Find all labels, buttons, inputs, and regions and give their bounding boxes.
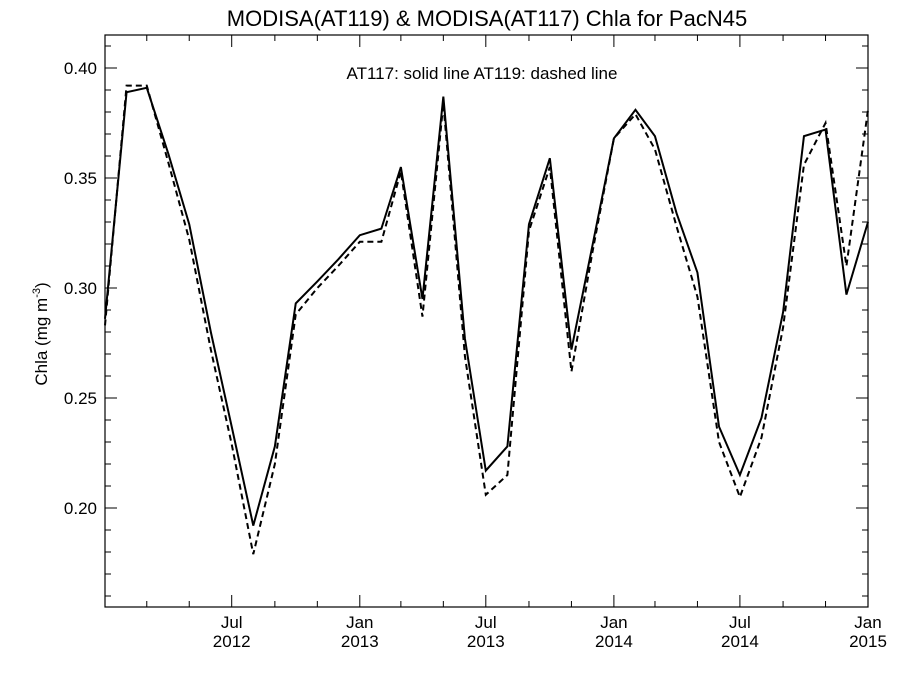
axis-ticks <box>105 35 868 607</box>
series-line-at119 <box>104 84 869 555</box>
y-tick-label: 0.25 <box>64 389 97 408</box>
svg-text:Chla (mg m-3): Chla (mg m-3) <box>31 282 51 385</box>
y-tick-label: 0.35 <box>64 169 97 188</box>
x-tick-label-month: Jul <box>221 613 243 632</box>
x-tick-label-month: Jan <box>854 613 881 632</box>
plot-series <box>104 84 869 555</box>
y-axis-label-superscript: -3 <box>31 288 43 298</box>
y-axis-label-end: ) <box>32 282 51 288</box>
x-tick-label-month: Jan <box>600 613 627 632</box>
series-annotation: AT117: solid line AT119: dashed line <box>347 64 618 83</box>
x-tick-label-month: Jul <box>729 613 751 632</box>
y-axis-label: Chla (mg m-3) <box>31 282 51 385</box>
y-tick-label: 0.40 <box>64 59 97 78</box>
series-line-at117 <box>104 86 869 526</box>
plot-frame <box>104 34 869 608</box>
chart-title: MODISA(AT119) & MODISA(AT117) Chla for P… <box>227 6 747 31</box>
x-tick-label-year: 2013 <box>341 632 379 651</box>
x-tick-label-year: 2012 <box>213 632 251 651</box>
x-tick-label-year: 2014 <box>721 632 759 651</box>
y-tick-label: 0.20 <box>64 499 97 518</box>
y-axis-label-main: Chla (mg m <box>32 298 51 386</box>
axis-tick-labels: 0.200.250.300.350.40Jul2012Jan2013Jul201… <box>64 59 887 651</box>
plot-axes <box>104 34 869 608</box>
x-tick-label-year: 2013 <box>467 632 505 651</box>
x-tick-label-month: Jan <box>346 613 373 632</box>
x-tick-label-year: 2015 <box>849 632 887 651</box>
x-tick-label-month: Jul <box>475 613 497 632</box>
x-tick-label-year: 2014 <box>595 632 633 651</box>
y-tick-label: 0.30 <box>64 279 97 298</box>
